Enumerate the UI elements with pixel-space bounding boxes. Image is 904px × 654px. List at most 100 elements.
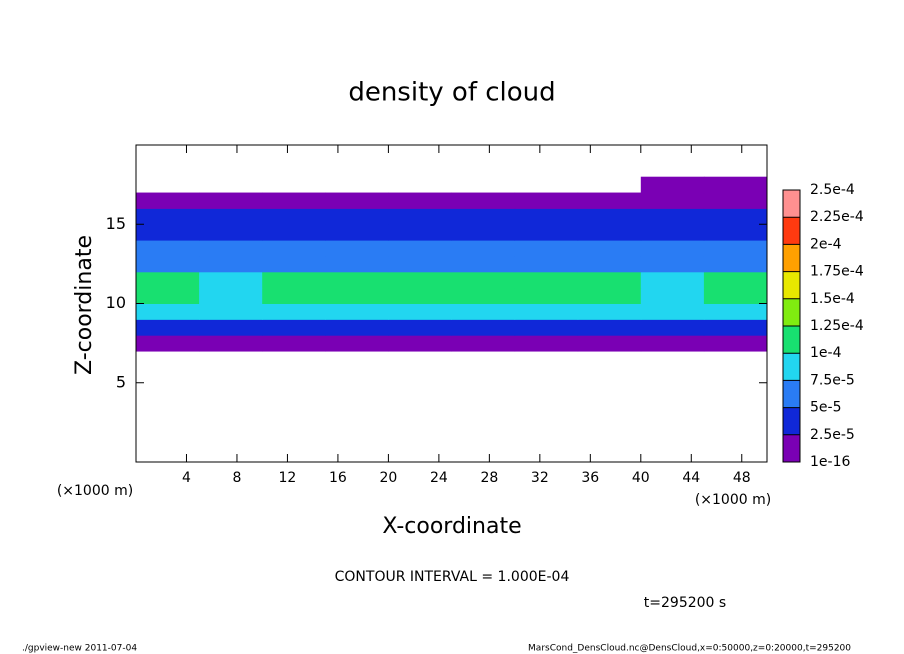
colorbar-swatch: [783, 353, 800, 381]
colorbar-swatch: [783, 244, 800, 272]
colorbar-label: 1e-16: [810, 454, 850, 470]
colorbar-label: 1.5e-4: [810, 291, 855, 307]
field-cell: [136, 399, 200, 415]
field-cell: [451, 240, 516, 257]
field-cell: [388, 177, 452, 193]
field-cell: [577, 240, 642, 257]
field-cell: [515, 446, 579, 462]
field-cell: [514, 319, 579, 336]
field-cell: [703, 240, 768, 257]
field-cell: [388, 351, 452, 367]
field-cell: [388, 224, 452, 241]
field-cell: [325, 271, 389, 289]
field-cell: [199, 287, 263, 304]
field-cell: [388, 303, 452, 320]
field-cell: [515, 367, 579, 383]
field-cell: [136, 303, 200, 320]
field-cell: [388, 399, 452, 415]
field-cell: [199, 224, 263, 241]
field-cell: [451, 335, 516, 352]
x-tick-label: 44: [682, 470, 700, 486]
x-tick-label: 4: [182, 470, 191, 486]
field-cell: [704, 161, 768, 177]
field-cell: [325, 145, 389, 161]
field-cell: [388, 383, 452, 399]
colorbar-swatch: [783, 380, 800, 408]
field-cell: [199, 446, 263, 462]
field-cell: [451, 208, 516, 225]
field-cell: [515, 383, 579, 399]
field-cell: [578, 367, 642, 383]
field-cell: [262, 430, 326, 446]
field-cell: [262, 192, 326, 209]
field-cell: [578, 161, 642, 177]
colorbar-swatch: [783, 326, 800, 354]
field-cell: [325, 446, 389, 462]
colorbar-label: 1.25e-4: [810, 318, 864, 334]
field-cell: [640, 335, 705, 352]
x-unit-label: (×1000 m): [695, 492, 771, 508]
field-cell: [136, 161, 200, 177]
field-cell: [640, 192, 705, 209]
x-tick-label: 24: [430, 470, 448, 486]
field-cell: [262, 271, 326, 289]
field-cell: [136, 240, 200, 257]
field-cell: [262, 161, 326, 177]
field-cell: [199, 161, 263, 177]
field-cell: [514, 208, 579, 225]
field-cell: [262, 319, 326, 336]
field-cell: [136, 383, 200, 399]
field-cell: [451, 271, 516, 289]
field-cell: [640, 208, 705, 225]
field-cell: [325, 430, 389, 446]
field-cell: [136, 255, 200, 273]
field-cell: [515, 177, 579, 193]
field-cell: [577, 224, 642, 241]
field-cell: [136, 224, 200, 241]
x-tick-label: 48: [733, 470, 751, 486]
field-cell: [325, 367, 389, 383]
field-cell: [262, 367, 326, 383]
x-tick-label: 20: [379, 470, 397, 486]
field-cell: [136, 446, 200, 462]
field-cell: [515, 351, 579, 367]
field-cell: [325, 240, 389, 257]
field-cell: [325, 319, 389, 336]
field-cell: [262, 177, 326, 193]
field-cell: [262, 383, 326, 399]
field-cell: [388, 414, 452, 430]
field-cell: [641, 145, 705, 161]
field-cell: [452, 367, 516, 383]
field-cell: [641, 414, 705, 430]
field-cell: [452, 177, 516, 193]
field-cell: [514, 224, 579, 241]
field-cell: [577, 287, 642, 304]
field-cell: [703, 287, 768, 304]
field-cell: [325, 287, 389, 304]
field-cell: [514, 192, 579, 209]
field: [136, 145, 768, 462]
field-cell: [262, 351, 326, 367]
field-cell: [515, 145, 579, 161]
field-cell: [325, 255, 389, 273]
field-cell: [577, 255, 642, 273]
colorbar-swatch: [783, 434, 800, 462]
field-cell: [136, 335, 200, 352]
field-cell: [451, 192, 516, 209]
field-cell: [199, 145, 263, 161]
colorbar-label: 1.75e-4: [810, 264, 864, 280]
field-cell: [452, 399, 516, 415]
colorbar-swatch: [783, 407, 800, 435]
field-cell: [388, 208, 452, 225]
field-cell: [388, 430, 452, 446]
field-cell: [703, 335, 768, 352]
field-cell: [136, 271, 200, 289]
field-cell: [577, 335, 642, 352]
field-cell: [703, 224, 768, 241]
field-cell: [451, 319, 516, 336]
colorbar-label: 2e-4: [810, 236, 842, 252]
field-cell: [703, 208, 768, 225]
field-cell: [262, 399, 326, 415]
field-cell: [578, 145, 642, 161]
